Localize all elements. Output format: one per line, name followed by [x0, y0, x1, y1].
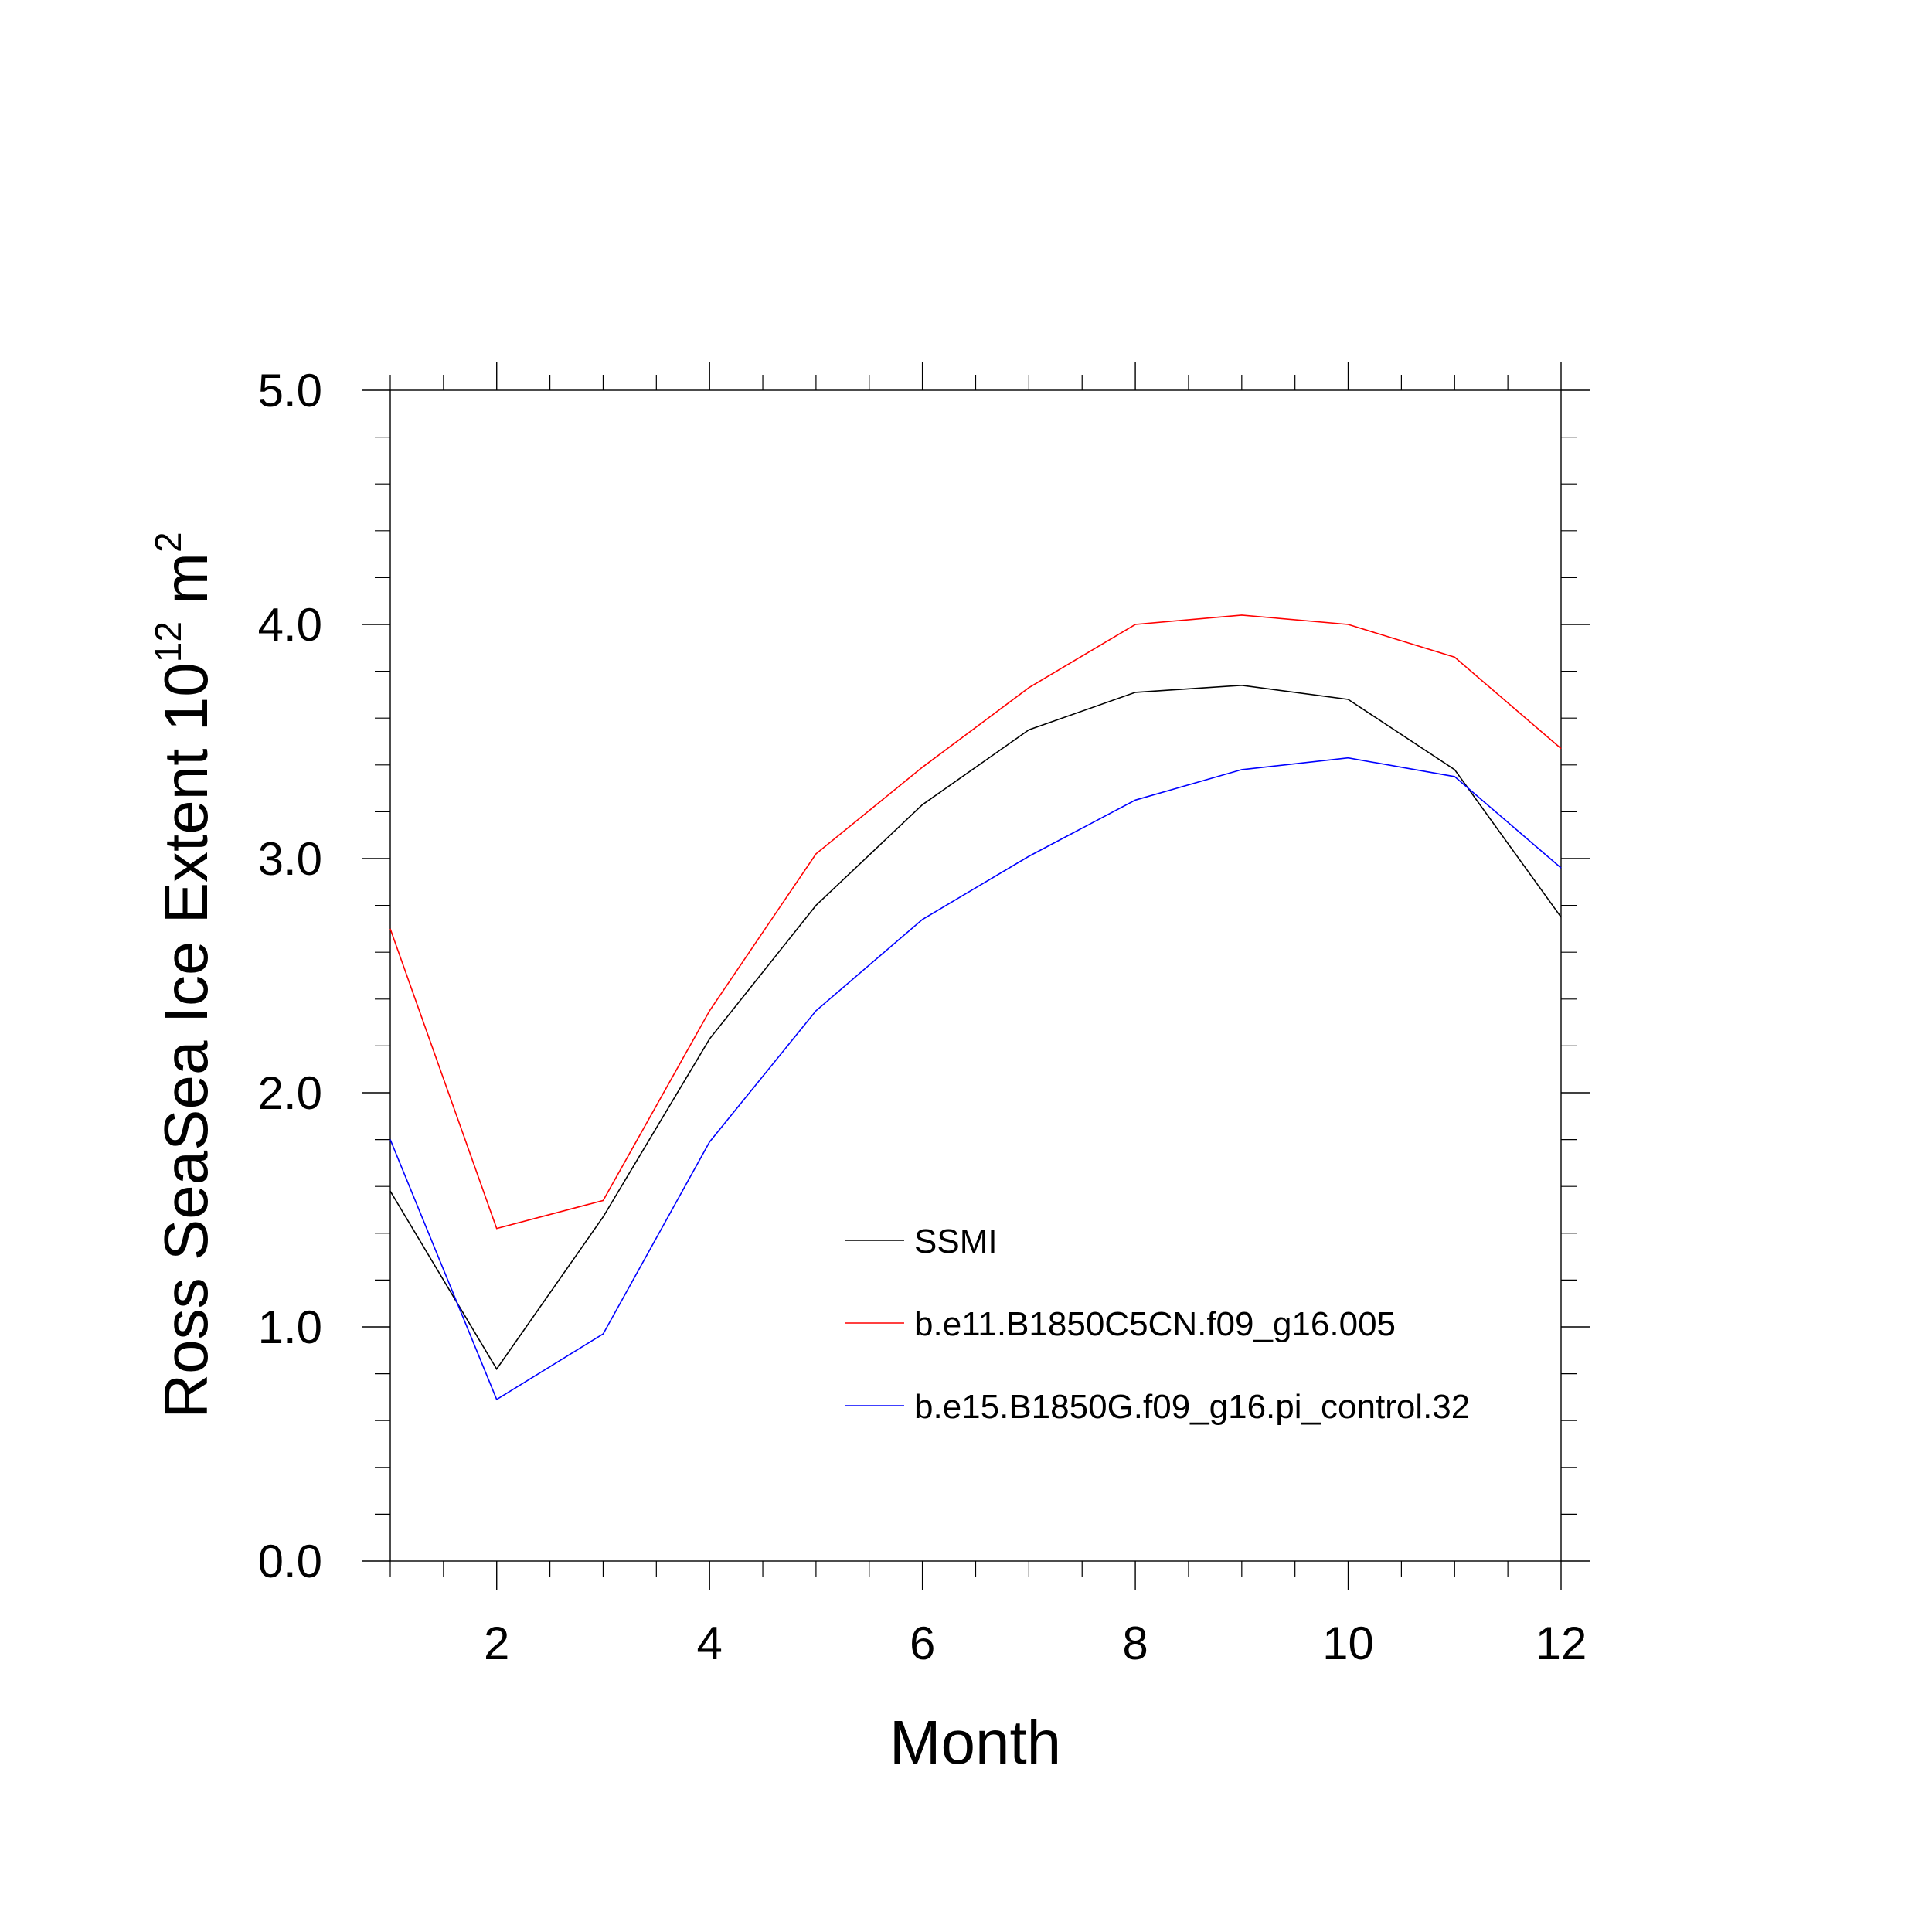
plot-frame — [389, 389, 1562, 1562]
y-axis-label-main: Ross SeaSea Ice Extent 10 — [151, 662, 220, 1418]
y-tick-label: 1.0 — [258, 1301, 322, 1353]
legend: SSMI b.e11.B1850C5CN.f09_g16.005 b.e15.B18… — [845, 1223, 1470, 1426]
y-axis-label-unit: m — [151, 553, 220, 621]
series-line-2 — [389, 614, 1562, 1230]
y-tick-label: 5.0 — [258, 365, 322, 417]
series-line-3 — [389, 757, 1562, 1401]
legend-label-1: SSMI — [914, 1223, 998, 1260]
series-lines — [389, 614, 1562, 1401]
x-axis-label: Month — [889, 1708, 1061, 1777]
x-tick-label: 6 — [910, 1617, 935, 1669]
y-tick-label: 3.0 — [258, 833, 322, 885]
legend-label-3: b.e15.B1850G.f09_g16.pi_control.32 — [914, 1388, 1470, 1426]
y-tick-labels: 0.0 1.0 2.0 3.0 4.0 5.0 — [258, 365, 322, 1587]
x-tick-label: 12 — [1536, 1617, 1587, 1669]
y-axis-label: Ross SeaSea Ice Extent 1012 m2 — [148, 532, 220, 1418]
series-line-1 — [389, 684, 1562, 1370]
y-axis-label-unit-exponent: 2 — [148, 532, 189, 553]
x-tick-label: 10 — [1322, 1617, 1374, 1669]
x-tick-label: 8 — [1122, 1617, 1148, 1669]
legend-label-2: b.e11.B1850C5CN.f09_g16.005 — [914, 1305, 1396, 1343]
y-axis-label-exponent: 12 — [148, 621, 189, 662]
minor-ticks — [375, 375, 1577, 1577]
y-tick-label: 4.0 — [258, 599, 322, 651]
x-tick-label: 2 — [484, 1617, 509, 1669]
x-tick-label: 4 — [696, 1617, 722, 1669]
major-ticks — [362, 362, 1590, 1590]
x-tick-labels: 2 4 6 8 10 12 — [484, 1617, 1587, 1669]
y-tick-label: 0.0 — [258, 1536, 322, 1587]
y-tick-label: 2.0 — [258, 1067, 322, 1119]
